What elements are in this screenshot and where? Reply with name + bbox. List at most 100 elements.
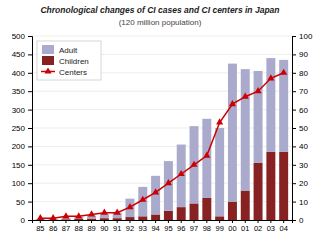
tick-label: 100 [299,32,313,41]
legend-item: Adult [42,45,78,55]
tick-mark [270,220,271,223]
tick-label: 02 [254,224,262,233]
tick-label: 500 [12,32,26,41]
tick-label: 95 [164,224,172,233]
tick: 85 [36,220,44,233]
marker [50,214,57,220]
tick-mark [292,36,296,37]
tick: 02 [254,220,262,233]
tick: 400 [12,69,32,78]
tick-label: 90 [299,50,308,59]
tick: 350 [12,87,32,96]
tick-mark [78,220,79,223]
marker [242,93,249,99]
tick: 90 [292,50,308,59]
tick-label: 96 [177,224,185,233]
tick: 93 [139,220,147,233]
tick-mark [104,220,105,223]
marker [62,212,69,218]
tick-mark [53,220,54,223]
marker [101,209,108,215]
grid-line [32,146,292,147]
bar [190,126,199,203]
y-axis: 050100150200250300350400450500 [12,32,33,225]
bar [228,202,237,220]
line [40,73,283,218]
bar [100,218,109,220]
tick-mark [292,128,296,129]
legend: AdultChildrenCenters [37,41,101,80]
marker [178,170,185,176]
tick-mark [28,165,32,166]
tick-label: 60 [299,106,308,115]
tick-label: 300 [12,106,26,115]
bar [138,187,147,216]
plot: 0501001502002503003504004505000102030405… [12,32,313,233]
tick: 99 [215,220,223,233]
bar [164,211,173,220]
tick: 80 [292,69,308,78]
tick: 60 [292,106,308,115]
tick-mark [181,220,182,223]
tick-mark [28,202,32,203]
bar [190,203,199,220]
tick: 96 [177,220,185,233]
marker [254,87,261,93]
marker [267,74,274,80]
bar [138,216,147,220]
bar [74,219,83,220]
tick: 200 [12,142,32,151]
tick-label: 00 [228,224,236,233]
tick-label: 30 [299,161,308,170]
subtitle: (120 million population) [119,18,202,27]
tick: 04 [280,220,288,233]
bar-series [36,58,288,220]
tick-label: 99 [215,224,223,233]
axis-line [293,37,297,221]
tick: 86 [49,220,57,233]
marker [229,100,236,106]
tick: 01 [241,220,249,233]
tick-label: 400 [12,69,26,78]
tick-mark [28,128,32,129]
bar [177,207,186,220]
tick: 0 [21,216,32,225]
tick-label: 0 [299,216,304,225]
tick: 97 [190,220,198,233]
tick-mark [232,220,233,223]
legend-label: Children [59,57,89,66]
grid-line [32,201,292,202]
bar-series [36,152,288,220]
axis-line [33,221,293,224]
tick: 00 [228,220,236,233]
tick-label: 88 [75,224,83,233]
legend-item: Children [42,56,89,66]
title: Chronological changes of CI cases and CI… [40,5,279,15]
y2-axis: 0102030405060708090100 [292,32,313,225]
tick-mark [40,220,41,223]
tick-mark [28,220,32,221]
tick-mark [258,220,259,223]
tick-label: 50 [299,124,308,133]
tick-mark [28,73,32,74]
marker [126,203,133,209]
tick: 300 [12,106,32,115]
tick-label: 93 [139,224,147,233]
tick: 10 [292,198,308,207]
tick-mark [28,183,32,184]
bar [215,216,224,220]
tick: 95 [164,220,172,233]
tick-mark [292,202,296,203]
tick-mark [292,91,296,92]
bar [254,163,263,220]
tick-label: 100 [12,179,26,188]
tick-label: 86 [49,224,57,233]
tick: 92 [126,220,134,233]
legend-box [37,41,101,80]
tick: 250 [12,124,32,133]
bar [151,176,160,215]
tick: 30 [292,161,308,170]
tick-label: 450 [12,50,26,59]
bar [177,145,186,208]
tick-label: 0 [21,216,26,225]
